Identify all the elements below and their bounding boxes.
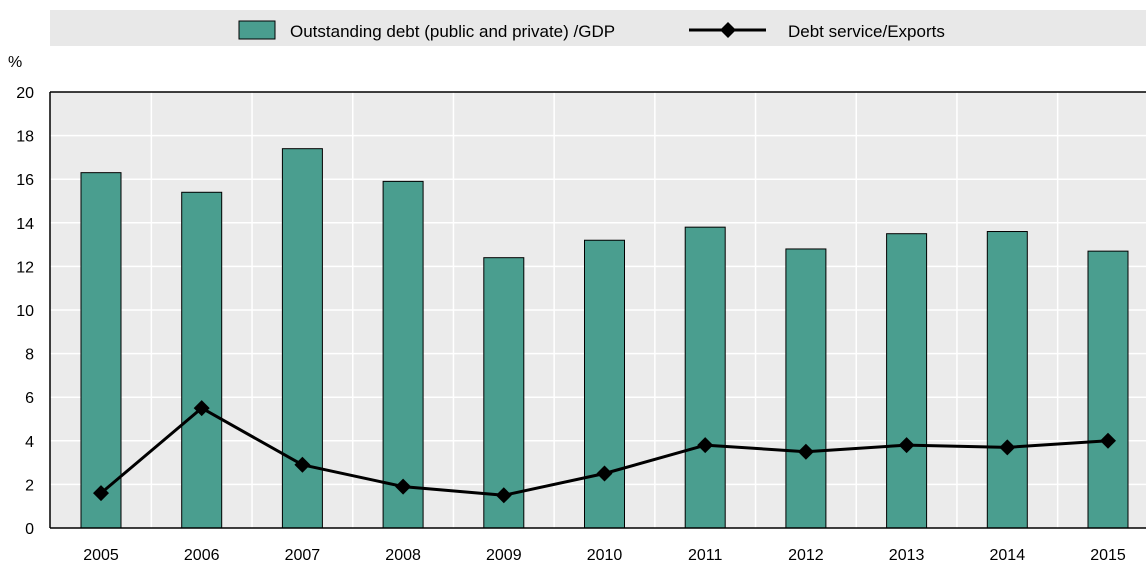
line-point-2014	[999, 439, 1016, 456]
y-tick-label: 18	[16, 129, 34, 146]
x-tick-label: 2009	[486, 547, 522, 564]
line-point-2015	[1100, 432, 1116, 449]
x-tick-label: 2013	[889, 547, 925, 564]
legend-label-outstanding-debt: Outstanding debt (public and private) /G…	[290, 22, 615, 41]
bar-2008	[382, 180, 424, 529]
line-point-2009	[495, 487, 512, 504]
legend-bar-swatch	[238, 20, 276, 40]
x-axis-ticks: 2005 2006 2007 2008 2009 2010 2011 2012 2013 2014…	[83, 547, 1126, 564]
legend-diamond-marker	[720, 22, 736, 38]
x-tick-label: 2005	[83, 547, 119, 564]
bar-2005	[80, 172, 122, 529]
legend-label-debt-service: Debt service/Exports	[788, 22, 945, 41]
line-point-2012	[797, 443, 814, 460]
bar-2012	[785, 248, 827, 529]
line-point-2006	[193, 400, 210, 417]
y-tick-label: 6	[25, 390, 34, 407]
bar-2006	[181, 191, 223, 529]
y-axis-unit-label: %	[8, 54, 22, 71]
x-tick-label: 2010	[587, 547, 623, 564]
x-tick-label: 2006	[184, 547, 220, 564]
y-tick-label: 12	[16, 259, 34, 276]
line-point-2013	[898, 437, 915, 454]
y-tick-label: 20	[16, 85, 34, 102]
y-axis-ticks: 0 2 4 6 8 10 12 14 16 18 20	[16, 85, 34, 538]
line-point-2008	[395, 478, 412, 495]
bar-2013	[886, 233, 928, 529]
y-tick-label: 14	[16, 216, 34, 233]
line-series	[93, 400, 1116, 504]
bar-2010	[584, 239, 625, 529]
y-tick-label: 4	[25, 434, 34, 451]
line-point-2007	[294, 456, 311, 473]
x-tick-label: 2011	[688, 547, 723, 564]
x-tick-label: 2007	[285, 547, 321, 564]
plot-frame	[49, 91, 1146, 529]
line-point-2011	[697, 437, 714, 454]
x-tick-label: 2008	[385, 547, 421, 564]
x-tick-label: 2012	[788, 547, 824, 564]
x-tick-label: 2014	[990, 547, 1026, 564]
y-tick-label: 10	[16, 303, 34, 320]
bar-2011	[684, 226, 726, 529]
legend-background	[50, 10, 1146, 46]
bar-2014	[986, 231, 1028, 529]
x-tick-label: 2015	[1090, 547, 1126, 564]
y-tick-label: 8	[25, 347, 34, 364]
bars	[80, 148, 1129, 529]
line-point-2005	[93, 485, 109, 502]
bar-2009	[483, 257, 525, 529]
bar-2015	[1087, 250, 1129, 529]
y-tick-label: 2	[25, 477, 34, 494]
legend: Outstanding debt (public and private) /G…	[50, 10, 1146, 46]
line-point-2010	[596, 465, 613, 482]
y-tick-label: 16	[16, 172, 34, 189]
y-tick-label: 0	[25, 521, 34, 538]
